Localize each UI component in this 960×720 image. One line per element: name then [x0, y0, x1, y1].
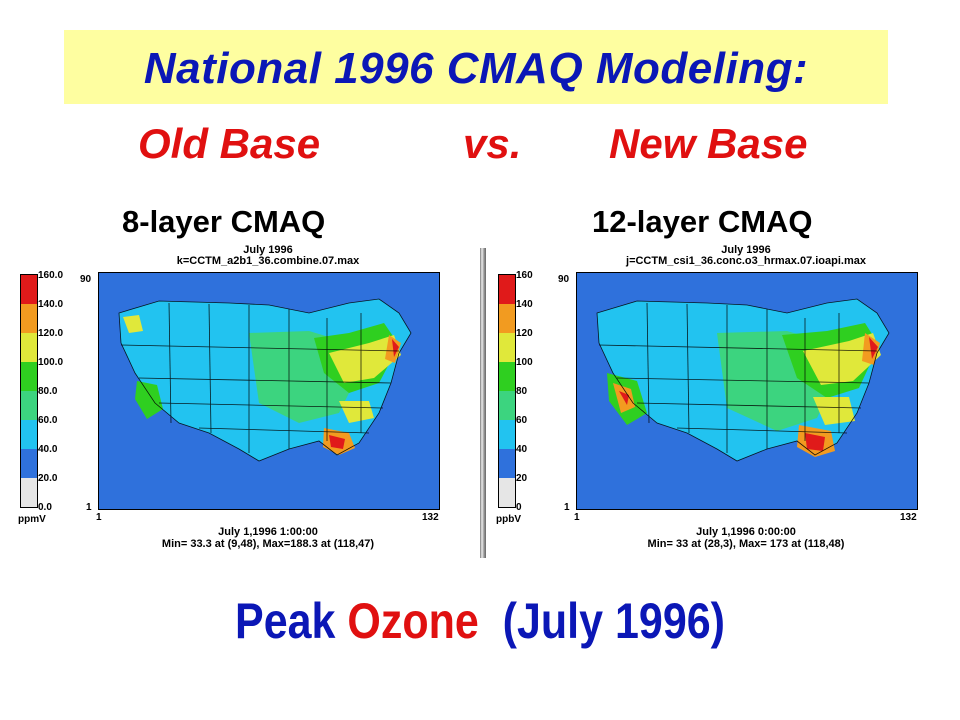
- y-axis-min: 1: [86, 502, 92, 513]
- legend-swatch: [499, 362, 515, 391]
- legend-swatch: [21, 391, 37, 420]
- legend-tick: 100.0: [38, 357, 64, 368]
- legend-swatch: [499, 449, 515, 478]
- legend-tick: 100: [516, 357, 533, 368]
- legend-unit: ppbV: [496, 514, 521, 525]
- legend-tick: 140.0: [38, 299, 64, 310]
- ozone-map: [576, 272, 918, 510]
- legend-tick: 60: [516, 415, 528, 426]
- bottom-title-ozone: Ozone: [347, 593, 479, 649]
- legend-swatch: [499, 333, 515, 362]
- legend-swatch: [21, 449, 37, 478]
- legend-swatch: [499, 391, 515, 420]
- x-axis-min: 1: [574, 512, 580, 523]
- x-axis-min: 1: [96, 512, 102, 523]
- ozone-map-panel-old: July 1996 k=CCTM_a2b1_36.combine.07.max …: [8, 244, 478, 558]
- x-axis-max: 132: [900, 512, 917, 523]
- title-band: National 1996 CMAQ Modeling:: [64, 30, 888, 104]
- panel-header-file: j=CCTM_csi1_36.conc.o3_hrmax.07.ioapi.ma…: [626, 255, 866, 267]
- legend-tick: 80.0: [38, 386, 58, 397]
- subtitle-old-base: Old Base: [138, 120, 321, 167]
- legend-swatch: [21, 275, 37, 304]
- legend-tick: 20.0: [38, 473, 58, 484]
- subtitle-new-base: New Base: [609, 120, 808, 167]
- legend-swatch: [21, 304, 37, 333]
- legend-swatch: [499, 304, 515, 333]
- bottom-title-peak: Peak: [235, 593, 348, 649]
- legend-tick: 80: [516, 386, 528, 397]
- ozone-map-graphic: [577, 273, 917, 509]
- y-axis-min: 1: [564, 502, 570, 513]
- panel-divider: [480, 248, 486, 558]
- legend-swatch: [21, 420, 37, 449]
- legend-swatch: [21, 362, 37, 391]
- bottom-title: Peak Ozone (July 1996): [67, 592, 893, 650]
- legend-swatch: [499, 478, 515, 507]
- subtitle-vs: vs.: [463, 120, 522, 167]
- color-legend: [498, 274, 516, 508]
- legend-swatch: [21, 333, 37, 362]
- legend-tick: 60.0: [38, 415, 58, 426]
- panel-footer-minmax: Min= 33 at (28,3), Max= 173 at (118,48): [647, 538, 845, 550]
- legend-tick: 160: [516, 270, 533, 281]
- panel-header-file: k=CCTM_a2b1_36.combine.07.max: [176, 255, 360, 267]
- legend-tick: 140: [516, 299, 533, 310]
- legend-tick: 120: [516, 328, 533, 339]
- legend-tick: 160.0: [38, 270, 64, 281]
- legend-tick: 40: [516, 444, 528, 455]
- ozone-map: [98, 272, 440, 510]
- legend-tick: 120.0: [38, 328, 64, 339]
- panel-header-date: July 1996: [721, 244, 771, 256]
- panel-footer-date: July 1,1996 1:00:00: [218, 526, 318, 538]
- legend-unit: ppmV: [18, 514, 46, 525]
- legend-tick: 40.0: [38, 444, 58, 455]
- y-axis-max: 90: [558, 274, 570, 285]
- legend-swatch: [499, 420, 515, 449]
- panel-left-label: 8-layer CMAQ: [122, 204, 326, 239]
- legend-swatch: [499, 275, 515, 304]
- slide-title: National 1996 CMAQ Modeling:: [143, 44, 809, 93]
- bottom-title-date: (July 1996): [478, 593, 725, 649]
- color-legend: [20, 274, 38, 508]
- panel-footer-minmax: Min= 33.3 at (9,48), Max=188.3 at (118,4…: [161, 538, 375, 550]
- panel-header-date: July 1996: [243, 244, 293, 256]
- panel-footer-date: July 1,1996 0:00:00: [696, 526, 796, 538]
- legend-tick: 20: [516, 473, 528, 484]
- ozone-map-panel-new: July 1996 j=CCTM_csi1_36.conc.o3_hrmax.0…: [486, 244, 956, 558]
- legend-tick: 0.0: [38, 502, 52, 513]
- ozone-map-graphic: [99, 273, 439, 509]
- panel-right-label: 12-layer CMAQ: [592, 204, 813, 239]
- legend-swatch: [21, 478, 37, 507]
- x-axis-max: 132: [422, 512, 439, 523]
- y-axis-max: 90: [80, 274, 92, 285]
- legend-tick: 0: [516, 502, 522, 513]
